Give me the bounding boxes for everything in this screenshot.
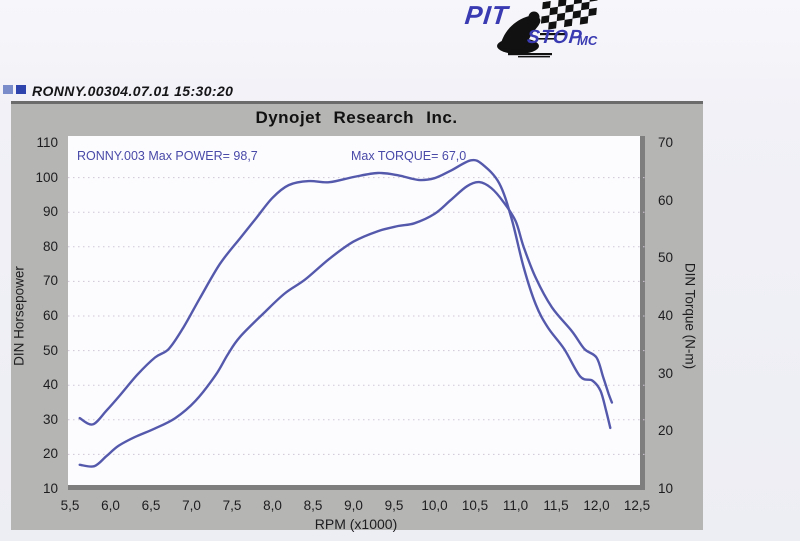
- y-left-tick-label: 50: [42, 342, 58, 358]
- x-tick-label: 12,0: [583, 498, 610, 513]
- x-tick-label: 6,0: [101, 498, 120, 513]
- y-left-tick-label: 20: [42, 446, 58, 462]
- chart-svg: [68, 158, 645, 468]
- y-left-tick-label: 30: [42, 411, 58, 427]
- annotation-max-power: RONNY.003 Max POWER= 98,7: [77, 149, 258, 163]
- y-right-tick-label: 20: [658, 423, 674, 439]
- x-tick-label: 12,5: [623, 498, 651, 513]
- y-left-tick-label: 80: [42, 238, 58, 254]
- checkered-flag-icon: [540, 0, 599, 30]
- logo-stop-text: STOP: [525, 27, 584, 48]
- y-left-tick-label: 10: [42, 481, 58, 496]
- annotation-max-torque: Max TORQUE= 67,0: [351, 149, 467, 163]
- x-axis-title: RPM (x1000): [314, 516, 398, 532]
- x-tick-label: 7,5: [222, 498, 242, 513]
- motorcycle-racer-icon: [497, 11, 566, 58]
- y-right-tick-label: 40: [658, 308, 674, 323]
- x-tick-label: 10,5: [461, 498, 489, 513]
- x-tick-label: 7,0: [182, 498, 201, 513]
- y-left-tick-label: 40: [42, 377, 58, 393]
- y-axis-right-title: DIN Torque (N-m): [682, 262, 698, 370]
- x-tick-label: 5,5: [60, 498, 80, 513]
- logo-mc-text: MC: [577, 33, 598, 48]
- x-tick-label: 8,5: [303, 498, 323, 513]
- power-curve: [78, 180, 614, 468]
- y-left-tick-label: 90: [42, 204, 58, 220]
- logo-pit-text: PIT: [463, 0, 511, 30]
- x-tick-label: 11,0: [502, 498, 529, 513]
- y-right-tick-label: 30: [658, 365, 674, 381]
- y-left-tick-label: 100: [35, 169, 58, 185]
- y-axis-left-title: DIN Horsepower: [11, 266, 27, 366]
- x-tick-label: 11,5: [543, 498, 569, 513]
- blue-square-icon: [16, 85, 26, 94]
- y-left-tick-label: 60: [42, 308, 58, 323]
- y-right-tick-label: 60: [658, 192, 674, 208]
- y-right-tick-label: 70: [658, 135, 674, 150]
- x-tick-label: 10,0: [421, 498, 448, 513]
- y-left-tick-label: 110: [36, 135, 58, 150]
- file-id-text: RONNY.00304.07.01 15:30:20: [32, 83, 234, 99]
- x-tick-label: 9,5: [384, 498, 404, 513]
- plot-area: RONNY.003 Max POWER= 98,7 Max TORQUE= 67…: [68, 136, 645, 490]
- blue-square-icon: [3, 85, 13, 94]
- y-left-tick-label: 70: [42, 273, 58, 289]
- torque-curve: [78, 158, 612, 430]
- x-tick-label: 8,0: [263, 498, 282, 513]
- y-right-tick-label: 10: [658, 481, 674, 496]
- x-tick-label: 9,0: [344, 498, 363, 513]
- x-tick-label: 6,5: [141, 498, 161, 513]
- y-right-tick-label: 50: [658, 250, 674, 266]
- pitstop-logo: PIT STOP MC: [455, 0, 685, 62]
- chart-title: Dynojet Research Inc.: [255, 108, 458, 127]
